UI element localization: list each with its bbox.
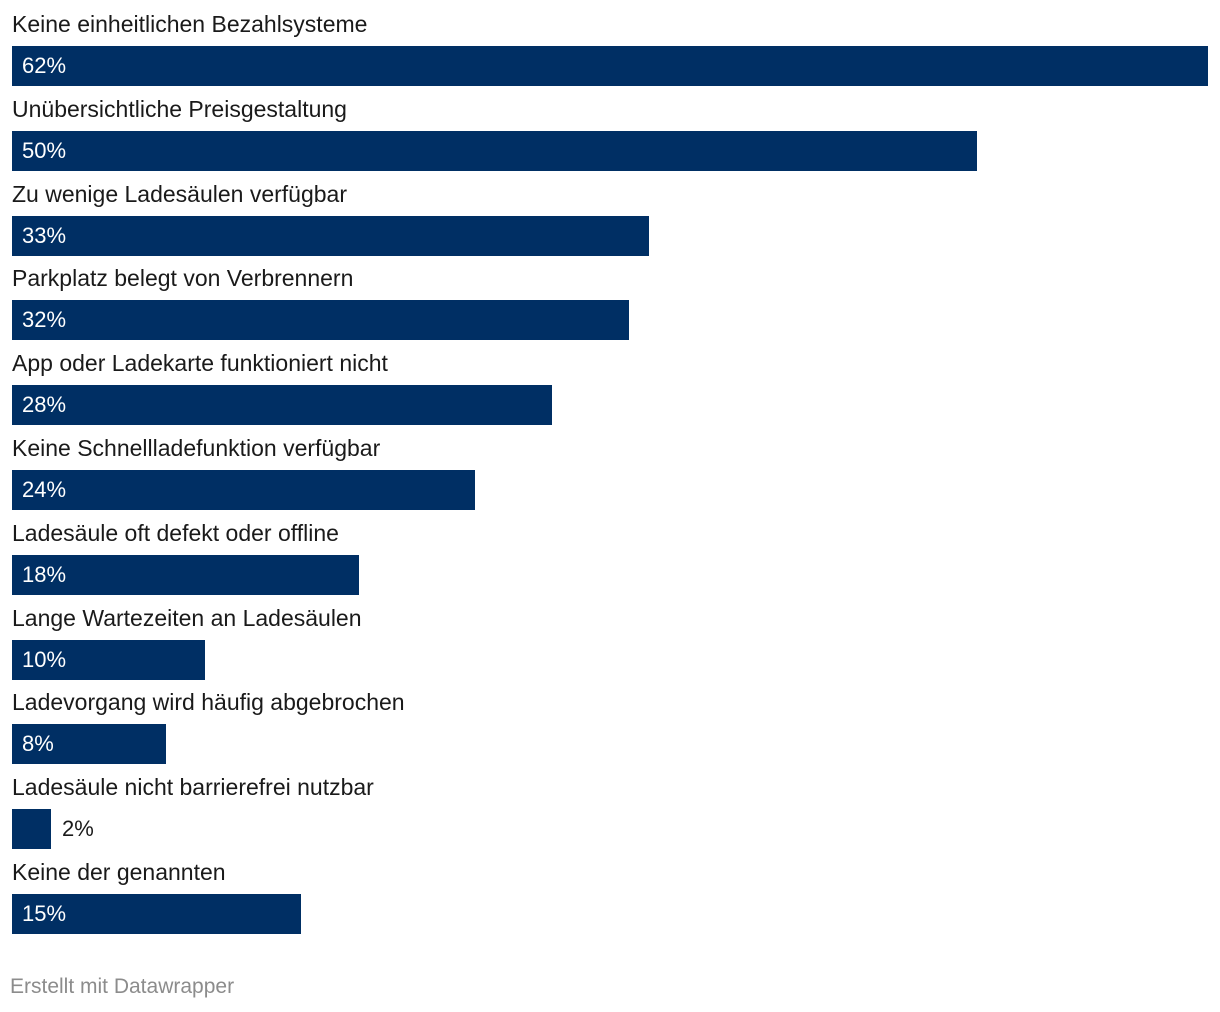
bar [12, 809, 51, 850]
category-label: Parkplatz belegt von Verbrennern [12, 265, 354, 292]
value-label: 18% [22, 561, 67, 587]
value-label: 8% [22, 731, 54, 757]
bar [12, 300, 629, 341]
category-label: Lange Wartezeiten an Ladesäulen [12, 604, 362, 631]
bar-chart: Keine einheitlichen Bezahlsysteme 62% Unüb… [12, 11, 1208, 934]
value-label: 2% [62, 816, 94, 842]
value-label: 33% [22, 222, 67, 248]
category-label: Ladesäule oft defekt oder offline [12, 519, 339, 546]
value-label: 15% [22, 901, 67, 926]
value-label: 32% [22, 307, 67, 333]
category-label: Zu wenige Ladesäulen verfügbar [12, 180, 348, 207]
category-label: Ladesäule nicht barrierefrei nutzbar [12, 774, 374, 801]
datawrapper-credit[interactable]: Erstellt mit Datawrapper [10, 975, 235, 998]
value-label: 24% [22, 477, 67, 502]
value-label: 50% [22, 137, 67, 163]
bar [12, 385, 552, 426]
value-label: 10% [22, 646, 67, 672]
bar [12, 470, 475, 510]
bar [12, 215, 649, 256]
bar [12, 639, 205, 680]
value-label: 28% [22, 392, 67, 418]
category-label: Unübersichtliche Preisgestaltung [12, 95, 347, 122]
bar [12, 894, 301, 934]
category-label: Ladevorgang wird häufig abgebrochen [12, 689, 405, 716]
bar [12, 46, 1208, 86]
category-label: Keine der genannten [12, 859, 226, 885]
category-label: Keine Schnellladefunktion verfügbar [12, 435, 381, 461]
bar [12, 554, 359, 595]
category-label: App oder Ladekarte funktioniert nicht [12, 350, 388, 377]
bar [12, 130, 977, 171]
bar [12, 724, 166, 765]
category-label: Keine einheitlichen Bezahlsysteme [12, 11, 368, 37]
value-label: 62% [22, 53, 67, 78]
